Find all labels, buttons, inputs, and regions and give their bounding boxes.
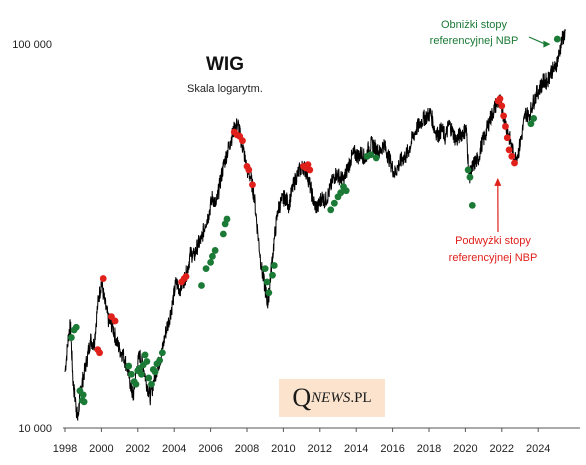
cut-point [156,356,164,364]
x-tick-label: 2016 [380,443,404,455]
hike-point [503,134,511,142]
cut-point [372,154,380,162]
cut-point [553,35,561,43]
cuts-arrowhead [543,40,551,48]
cut-point [145,374,153,382]
cut-point [261,265,269,273]
logo-news: NEWS [311,389,351,406]
x-tick-label: 2020 [453,443,477,455]
logo-pl: .PL [350,389,372,406]
cut-point [219,230,227,238]
hike-point [505,146,513,154]
cut-point [209,252,216,260]
cut-point [143,358,151,365]
cut-point [148,380,155,388]
x-tick-label: 2018 [417,443,441,455]
hike-point [500,112,508,120]
logo-q: Q [292,383,312,412]
x-ticks: 1998 2000 2002 2004 2006 2008 2010 2012 2014 2016… [53,428,550,455]
cut-point [270,262,278,269]
hike-point [498,102,506,110]
hike-point [304,161,312,169]
cut-point [79,391,87,399]
x-tick-label: 2006 [198,443,222,455]
hike-point [182,273,190,280]
hike-point [99,275,107,282]
x-tick-label: 1998 [53,443,77,455]
y-tick-label: 10 000 [18,423,52,435]
cut-point [367,151,375,159]
x-tick-label: 2008 [235,443,259,455]
cut-point [269,271,276,279]
y-ticks: 10 000 100 000 [12,39,52,435]
cuts-annotation-line1: Obniżki stopy [441,19,508,31]
hike-point [245,166,253,174]
cuts-arrow [528,36,546,45]
x-tick-label: 2014 [344,443,368,455]
cut-point [342,187,350,195]
cut-point [207,258,215,266]
cut-point [72,323,80,331]
cut-point [223,215,231,223]
x-tick-label: 2012 [308,443,332,455]
x-tick-label: 2000 [89,443,113,455]
cut-point [464,166,472,174]
hike-point [111,317,119,325]
wig-line [64,29,566,422]
cut-point [466,173,474,181]
chart-title: WIG [206,54,244,75]
cut-point [151,368,159,376]
chart-subtitle: Skala logarytm. [187,83,263,95]
cut-point [530,115,538,122]
hike-point [502,123,509,130]
x-tick-label: 2004 [162,443,186,455]
cut-point [198,282,205,289]
cut-point [202,265,210,273]
cuts-annotation-line2: referencyjnej NBP [430,35,519,47]
cut-point [141,351,149,359]
cut-point [125,362,133,370]
hike-point [508,152,516,160]
hike-point [249,181,256,189]
y-tick-label: 100 000 [12,39,52,51]
x-tick-label: 2010 [271,443,295,455]
cut-point [265,289,273,297]
hikes-annotation-line2: referencyjnej NBP [449,252,538,264]
cut-point [330,199,338,207]
cut-point [337,189,345,197]
cut-point [527,120,535,128]
cut-point [132,380,140,388]
hike-point [239,137,246,145]
hike-point [496,95,504,103]
cut-point [327,206,335,214]
cut-point [158,349,166,357]
qnews-logo: Q NEWS .PL [279,379,385,417]
cut-point [211,247,219,254]
hikes-arrowhead [494,177,502,186]
x-tick-label: 2002 [126,443,150,455]
cut-point [263,278,271,286]
plot-area [64,29,566,422]
cut-point [128,370,135,378]
x-tick-label: 2024 [526,443,550,455]
hike-point [306,166,314,174]
cut-point [138,370,145,378]
cut-point [67,334,75,341]
hikes-annotation-line1: Podwyżki stopy [455,235,531,247]
hike-point [511,159,518,167]
hike-point [96,349,103,357]
cut-point [80,398,88,406]
cut-point [468,201,476,209]
x-tick-label: 2022 [490,443,514,455]
